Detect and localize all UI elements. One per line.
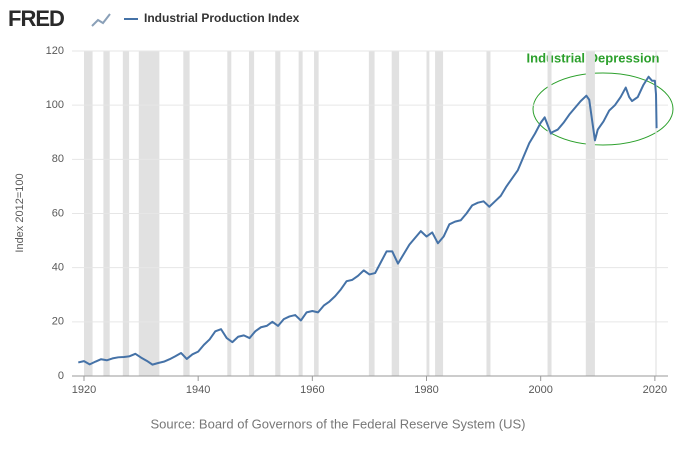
- logo: FRED: [8, 6, 64, 31]
- x-tick-label: 2020: [643, 384, 667, 396]
- y-tick-label: 0: [58, 370, 64, 382]
- annotation-ellipse: [532, 72, 674, 146]
- logo-icon: [91, 13, 111, 27]
- y-tick-label: 80: [52, 153, 64, 165]
- x-tick-label: 2000: [528, 384, 552, 396]
- y-tick-label: 60: [52, 207, 64, 219]
- x-tick-label: 1940: [186, 384, 210, 396]
- source: Source: Board of Governors of the Federa…: [151, 416, 526, 431]
- x-tick-label: 1920: [72, 384, 96, 396]
- x-tick-label: 1960: [300, 384, 324, 396]
- series-line: [78, 75, 658, 366]
- y-tick-label: 100: [46, 99, 64, 111]
- y-tick-label: 40: [52, 262, 64, 274]
- legend-label: Industrial Production Index: [144, 11, 300, 25]
- y-tick-label: 20: [52, 316, 64, 328]
- y-tick-label: 120: [46, 45, 64, 57]
- x-tick-label: 1980: [414, 384, 438, 396]
- y-axis-label: Index 2012=100: [14, 173, 26, 252]
